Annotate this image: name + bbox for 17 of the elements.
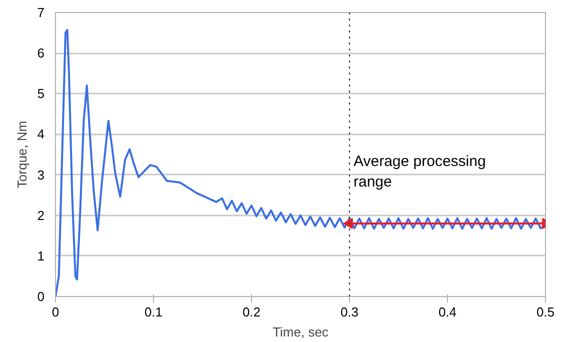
x-tick-label: 0.2 <box>242 304 261 320</box>
y-tick-label: 2 <box>37 208 45 223</box>
x-tick-label: 0 <box>52 304 60 320</box>
y-tick-label: 1 <box>37 248 45 264</box>
y-axis-title: Torque, Nm <box>14 120 30 188</box>
x-tick-label: 0.4 <box>438 304 457 320</box>
x-tick-label: 0.5 <box>536 304 555 320</box>
y-tick-label: 0 <box>37 289 45 304</box>
x-tick-label: 0.3 <box>340 304 359 320</box>
annotation: Average processing range <box>354 153 486 190</box>
x-axis-title: Time, sec <box>272 324 329 340</box>
y-tick-label: 7 <box>37 5 45 20</box>
y-tick-label: 4 <box>37 126 45 142</box>
y-tick-label: 3 <box>37 167 45 182</box>
x-tick-label: 0.1 <box>144 304 163 320</box>
y-tick-label: 6 <box>37 46 45 61</box>
y-tick-label: 5 <box>37 86 45 102</box>
